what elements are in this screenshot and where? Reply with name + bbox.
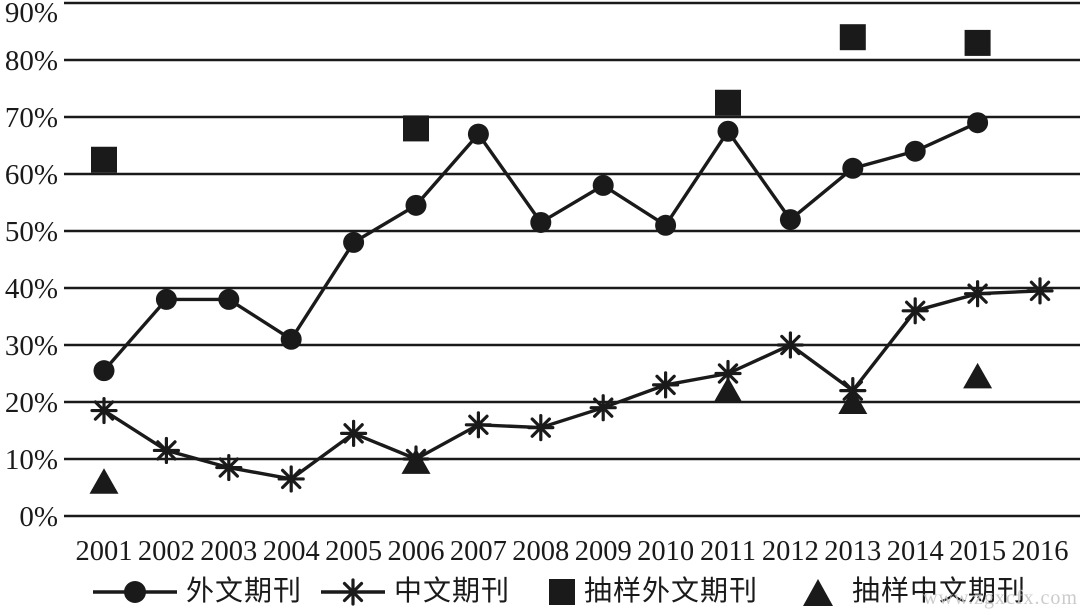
y-axis-tick-label: 40% <box>5 273 58 305</box>
circle-marker <box>717 120 739 142</box>
x-axis-tick-label: 2016 <box>1012 536 1069 567</box>
asterisk-marker <box>592 397 614 418</box>
square-marker <box>964 29 991 56</box>
x-axis-tick-label: 2010 <box>637 536 694 567</box>
square-marker <box>839 24 866 51</box>
x-axis-tick-label: 2011 <box>700 536 756 567</box>
asterisk-marker <box>218 457 239 478</box>
asterisk-line-marker-icon <box>321 578 386 606</box>
asterisk-marker <box>281 468 302 490</box>
y-axis-tick-label: 0% <box>19 501 58 533</box>
asterisk-marker <box>967 283 988 304</box>
legend-label-sampled-chinese-journal: 抽样中文期刊 <box>852 576 1027 607</box>
asterisk-marker <box>343 423 364 444</box>
asterisk-marker <box>468 414 489 435</box>
y-axis-tick-label: 60% <box>5 159 58 191</box>
circle-marker <box>967 112 989 134</box>
legend-label-foreign-journal: 外文期刊 <box>186 576 303 607</box>
triangle-marker <box>963 362 993 389</box>
y-axis-tick-label: 20% <box>5 387 58 419</box>
circle-marker <box>343 231 365 253</box>
circle-marker <box>904 140 926 162</box>
legend-item-chinese-journal: 中文期刊 <box>321 577 510 607</box>
square-marker <box>715 89 741 116</box>
circle-marker <box>592 174 614 196</box>
series-line-1 <box>103 289 1041 481</box>
x-axis-tick-label: 2015 <box>949 536 1006 567</box>
asterisk-marker <box>1029 280 1051 302</box>
asterisk-marker <box>655 374 676 396</box>
y-axis-tick-label: 30% <box>5 330 58 362</box>
x-axis-tick-label: 2008 <box>512 536 569 567</box>
legend-item-foreign-journal: 外文期刊 <box>93 577 302 607</box>
circle-marker <box>280 328 302 350</box>
y-axis-tick-label: 80% <box>5 45 58 77</box>
circle-line-marker-icon <box>93 581 177 603</box>
circle-marker <box>155 288 177 310</box>
x-axis-tick-label: 2014 <box>887 536 944 567</box>
x-axis-tick-label: 2003 <box>200 536 257 567</box>
x-axis-tick-label: 2004 <box>263 536 320 567</box>
circle-marker <box>655 214 677 236</box>
x-axis-tick-label: 2012 <box>762 536 819 567</box>
triangle-marker-icon <box>803 578 834 606</box>
x-axis-tick-label: 2005 <box>325 536 382 567</box>
asterisk-marker <box>156 440 177 461</box>
chart-legend: 外文期刊 中文期刊 抽样外文期刊 抽样中文期刊 <box>0 571 1080 613</box>
square-marker <box>403 115 429 142</box>
y-axis-tick-label: 90% <box>5 0 58 29</box>
circle-marker <box>467 123 489 145</box>
asterisk-marker <box>780 334 801 356</box>
x-axis-tick-label: 2013 <box>824 536 881 567</box>
y-axis-tick-label: 50% <box>5 216 58 248</box>
x-axis-tick-label: 2007 <box>450 536 507 567</box>
triangle-marker <box>838 388 868 414</box>
x-axis-tick-label: 2006 <box>388 536 445 567</box>
legend-label-sampled-foreign-journal: 抽样外文期刊 <box>584 576 759 607</box>
legend-item-sampled-foreign-journal: 抽样外文期刊 <box>549 578 758 606</box>
circle-marker <box>842 157 864 179</box>
asterisk-marker <box>717 363 739 384</box>
circle-marker <box>779 209 801 231</box>
legend-item-sampled-chinese-journal: 抽样中文期刊 <box>803 578 1026 606</box>
square-marker-icon <box>549 579 576 605</box>
circle-marker <box>93 360 115 382</box>
circle-marker <box>530 211 552 233</box>
y-axis-tick-label: 70% <box>5 102 58 134</box>
legend-label-chinese-journal: 中文期刊 <box>394 576 511 607</box>
asterisk-marker <box>904 300 926 321</box>
triangle-marker <box>713 377 743 403</box>
circle-marker <box>218 288 240 310</box>
triangle-marker <box>401 448 431 474</box>
x-axis-tick-label: 2001 <box>76 536 133 567</box>
x-axis-tick-label: 2002 <box>138 536 195 567</box>
x-axis-tick-label: 2009 <box>575 536 632 567</box>
circle-marker <box>405 194 427 216</box>
y-axis-tick-label: 10% <box>5 444 58 476</box>
asterisk-marker <box>93 400 115 421</box>
triangle-marker <box>89 468 119 494</box>
square-marker <box>91 146 117 173</box>
asterisk-marker <box>530 417 552 438</box>
